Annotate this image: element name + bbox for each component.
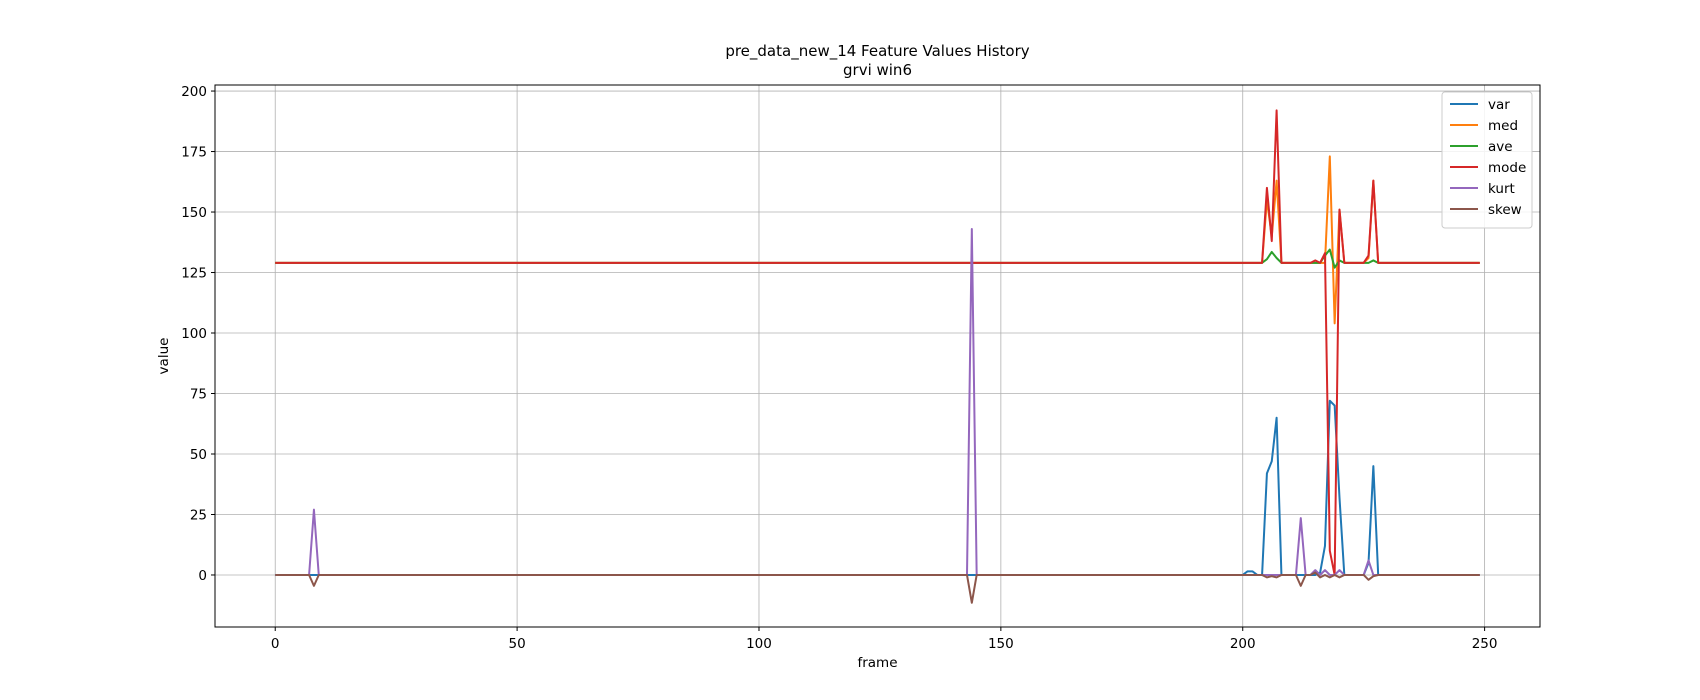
- axis-ticks: 0 50 100 150 200 250 0 25 50 75 100 125 150 175 200: [181, 84, 1497, 652]
- x-tick-label: 250: [1472, 636, 1498, 652]
- gridlines: [215, 85, 1540, 627]
- x-tick-label: 150: [988, 636, 1014, 652]
- legend-label-mode: mode: [1488, 160, 1526, 176]
- legend: var med ave mode kurt skew: [1441, 91, 1533, 229]
- legend-label-ave: ave: [1488, 139, 1513, 155]
- x-tick-label: 50: [509, 636, 526, 652]
- y-tick-label: 75: [190, 387, 207, 403]
- y-tick-label: 150: [181, 205, 207, 221]
- legend-label-kurt: kurt: [1488, 181, 1515, 197]
- y-tick-label: 175: [181, 145, 207, 161]
- plot-frame: [214, 84, 1541, 628]
- chart-subtitle: grvi win6: [843, 61, 912, 79]
- series-line-skew: [275, 571, 1480, 604]
- legend-label-skew: skew: [1488, 202, 1522, 218]
- y-tick-label: 200: [181, 84, 207, 100]
- chart-title: pre_data_new_14 Feature Values History: [725, 42, 1029, 61]
- series-line-mode: [275, 109, 1480, 576]
- x-tick-label: 0: [271, 636, 280, 652]
- legend-label-med: med: [1488, 118, 1518, 134]
- y-axis-label: value: [156, 338, 172, 375]
- y-tick-label: 125: [181, 266, 207, 282]
- series-lines: [275, 109, 1480, 604]
- y-tick-label: 100: [181, 326, 207, 342]
- y-tick-label: 50: [190, 447, 207, 463]
- y-tick-label: 0: [198, 568, 207, 584]
- x-tick-label: 100: [746, 636, 772, 652]
- x-tick-label: 200: [1230, 636, 1256, 652]
- y-tick-label: 25: [190, 507, 207, 523]
- legend-label-var: var: [1488, 97, 1510, 113]
- x-axis-label: frame: [857, 655, 897, 671]
